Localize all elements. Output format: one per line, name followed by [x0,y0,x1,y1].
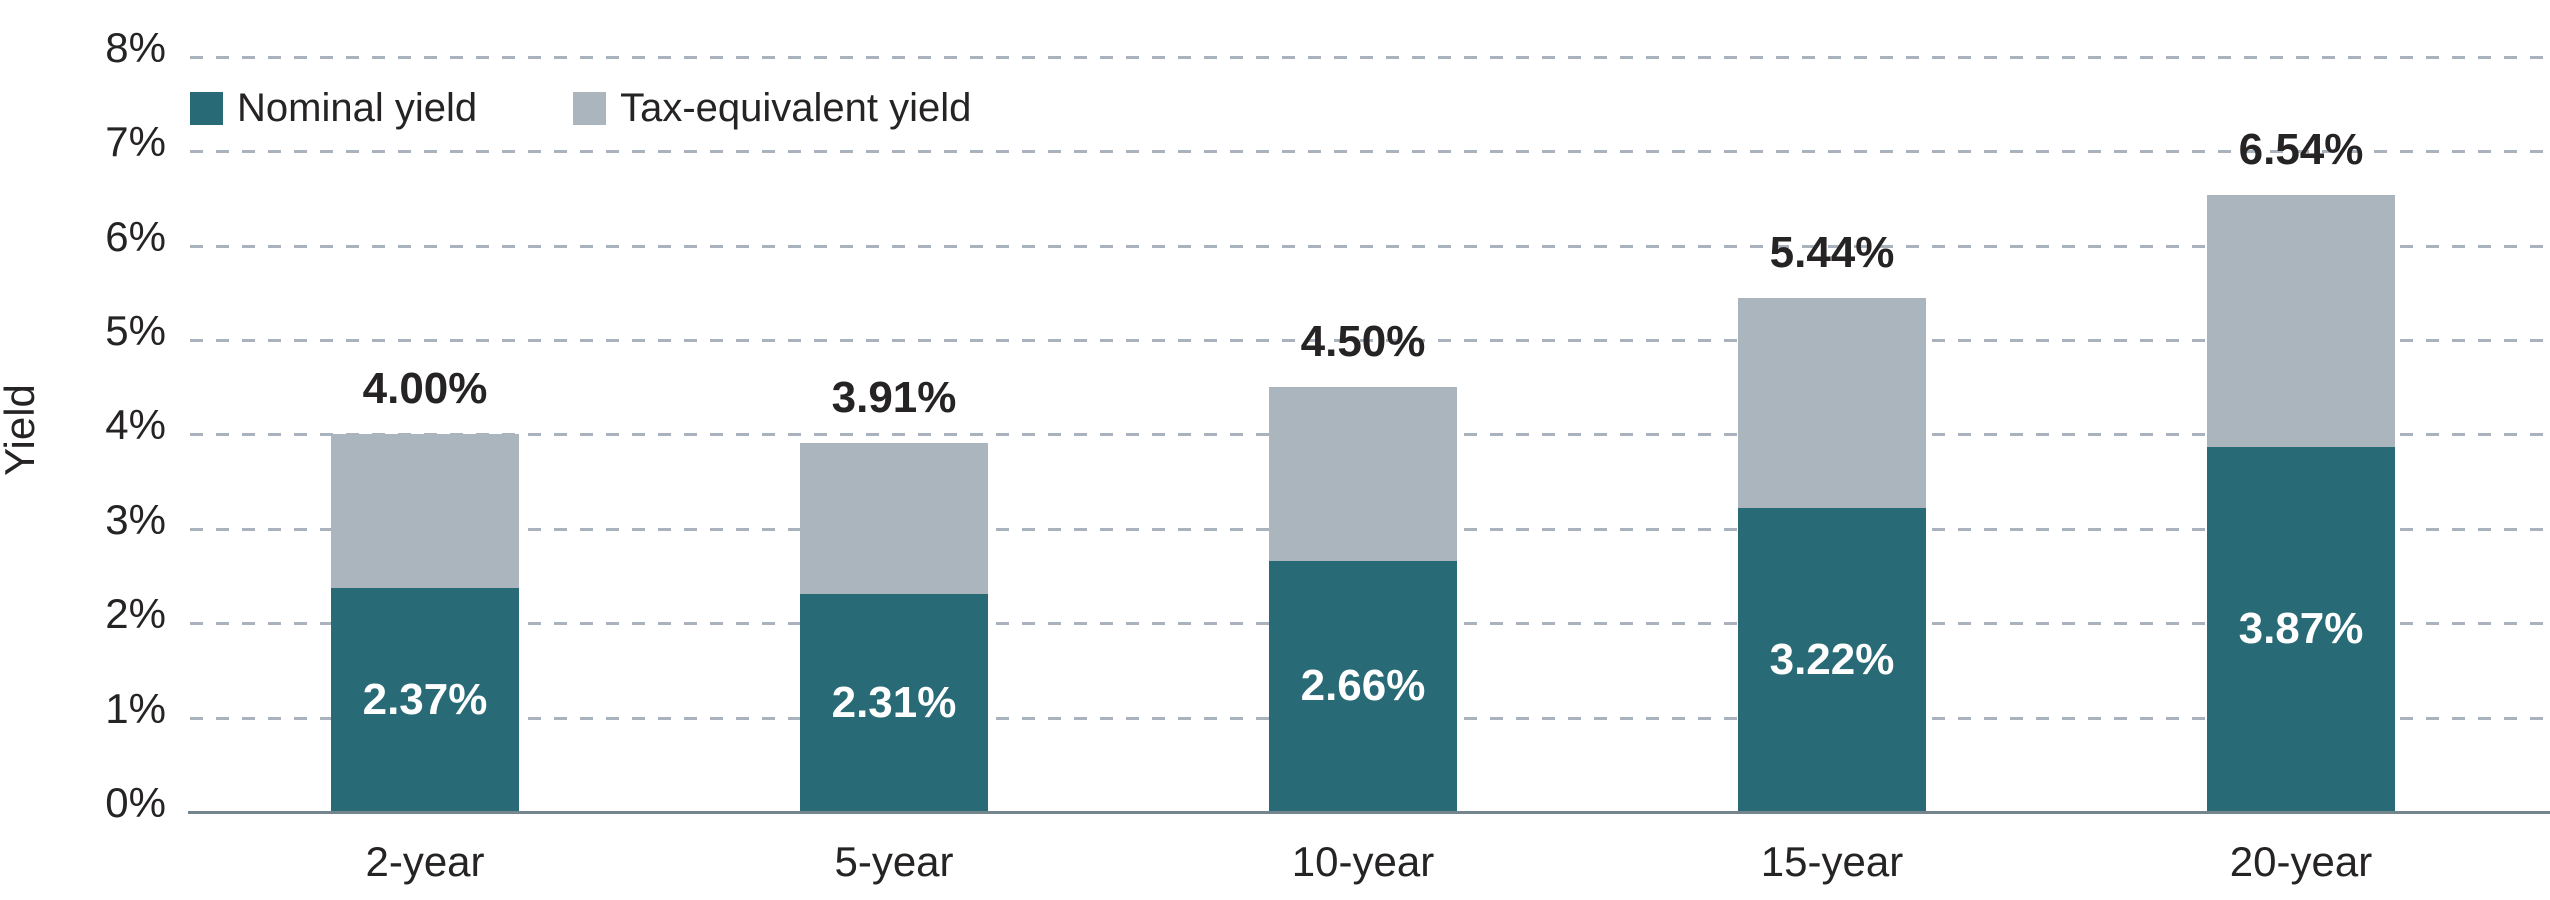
gridline-6pct [190,244,2550,248]
legend-label-nominal-yield: Nominal yield [237,86,478,130]
bar-group-2-year: 4.00% 2.37% [331,364,519,812]
x-tick-label-10-year: 10-year [1291,838,1435,885]
x-tick-label-20-year: 20-year [2229,838,2373,885]
segment-nominal-yield: 2.66% [1269,560,1457,812]
y-tick-label-6pct: 6% [105,212,166,260]
segment-tax-equivalent-yield [2207,194,2395,447]
y-tick-label-0pct: 0% [105,779,166,826]
legend-label-tax-equivalent-yield: Tax-equivalent yield [620,86,972,130]
legend-swatch-nominal-yield [190,92,223,125]
segment-nominal-yield: 2.31% [800,593,988,812]
bar-value-label: 2.31% [831,677,957,727]
legend-item-tax-equivalent-yield: Tax-equivalent yield [573,86,971,131]
y-tick-label-1pct: 1% [105,684,166,732]
segment-nominal-yield: 3.87% [2207,446,2395,812]
x-tick-label-15-year: 15-year [1760,838,1904,885]
stack-total-label: 5.44% [1769,228,1895,278]
segment-nominal-yield: 2.37% [331,588,519,812]
legend: Nominal yield Tax-equivalent yield [190,86,971,131]
bar-group-20-year: 6.54% 3.87% [2207,125,2395,812]
y-tick-label-4pct: 4% [105,401,166,449]
x-tick-label-5-year: 5-year [834,838,954,885]
y-tick-label-2pct: 2% [105,590,166,638]
gridline-5pct [190,339,2550,342]
stack-total-label: 6.54% [2238,124,2364,174]
stack-total-label: 3.91% [831,372,957,422]
bar-value-label: 3.22% [1769,635,1895,684]
segment-tax-equivalent-yield [800,442,988,594]
x-tick-label-2-year: 2-year [365,838,485,885]
bar-value-label: 2.66% [1300,661,1426,711]
legend-swatch-tax-equivalent-yield [573,92,607,125]
legend-item-nominal-yield: Nominal yield [190,86,477,131]
segment-tax-equivalent-yield [1738,298,1926,509]
bar-group-5-year: 3.91% 2.31% [800,373,988,812]
y-tick-label-5pct: 5% [105,307,166,354]
segment-tax-equivalent-yield [331,434,519,589]
bar-group-10-year: 4.50% 2.66% [1269,317,1457,812]
gridline-7pct [190,150,2550,154]
stack-total-label: 4.50% [1300,317,1426,367]
y-tick-label-8pct: 8% [105,23,166,71]
bar-group-15-year: 5.44% 3.22% [1738,228,1926,812]
y-tick-label-7pct: 7% [105,118,166,166]
x-axis-line [188,811,2550,814]
bar-value-label: 2.37% [362,675,488,725]
segment-nominal-yield: 3.22% [1738,508,1926,812]
segment-tax-equivalent-yield [1269,387,1457,561]
y-tick-label-3pct: 3% [105,495,166,543]
bar-value-label: 3.87% [2238,604,2364,654]
gridline-8pct [190,55,2550,59]
stack-total-label: 4.00% [362,364,488,414]
